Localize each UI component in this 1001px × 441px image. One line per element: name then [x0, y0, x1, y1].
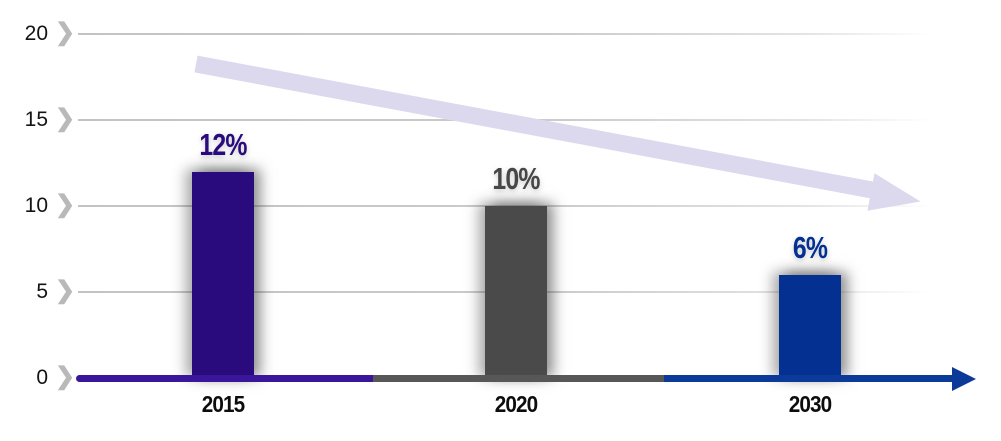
y-axis-tick-label: 15: [24, 108, 48, 131]
x-axis-segment-2030: [664, 375, 956, 382]
x-axis-segment-2020: [373, 375, 664, 382]
bar-value-label: 6%: [792, 229, 828, 265]
y-axis-tick-label: 10: [24, 194, 48, 217]
y-axis-tick-label: 5: [36, 280, 48, 303]
x-axis-category-label: 2015: [201, 391, 245, 417]
y-tick-chevron-icon: ❯: [55, 277, 76, 304]
x-axis-category-label: 2020: [494, 391, 538, 417]
y-tick-chevron-icon: ❯: [55, 105, 76, 132]
gridline: [78, 33, 940, 35]
y-tick-chevron-icon: ❯: [55, 19, 76, 46]
bar-2015: [192, 171, 254, 380]
x-axis-category-label: 2030: [788, 391, 832, 417]
y-tick-chevron-icon: ❯: [55, 191, 76, 218]
y-tick-chevron-icon: ❯: [55, 363, 76, 390]
bar-2030: [779, 274, 841, 380]
x-axis-segment-2015: [76, 375, 373, 382]
y-axis-tick-label: 20: [24, 22, 48, 45]
x-axis-arrowhead-icon: [952, 367, 976, 391]
y-axis-tick-label: 0: [36, 366, 48, 389]
bar-2020: [485, 206, 547, 380]
